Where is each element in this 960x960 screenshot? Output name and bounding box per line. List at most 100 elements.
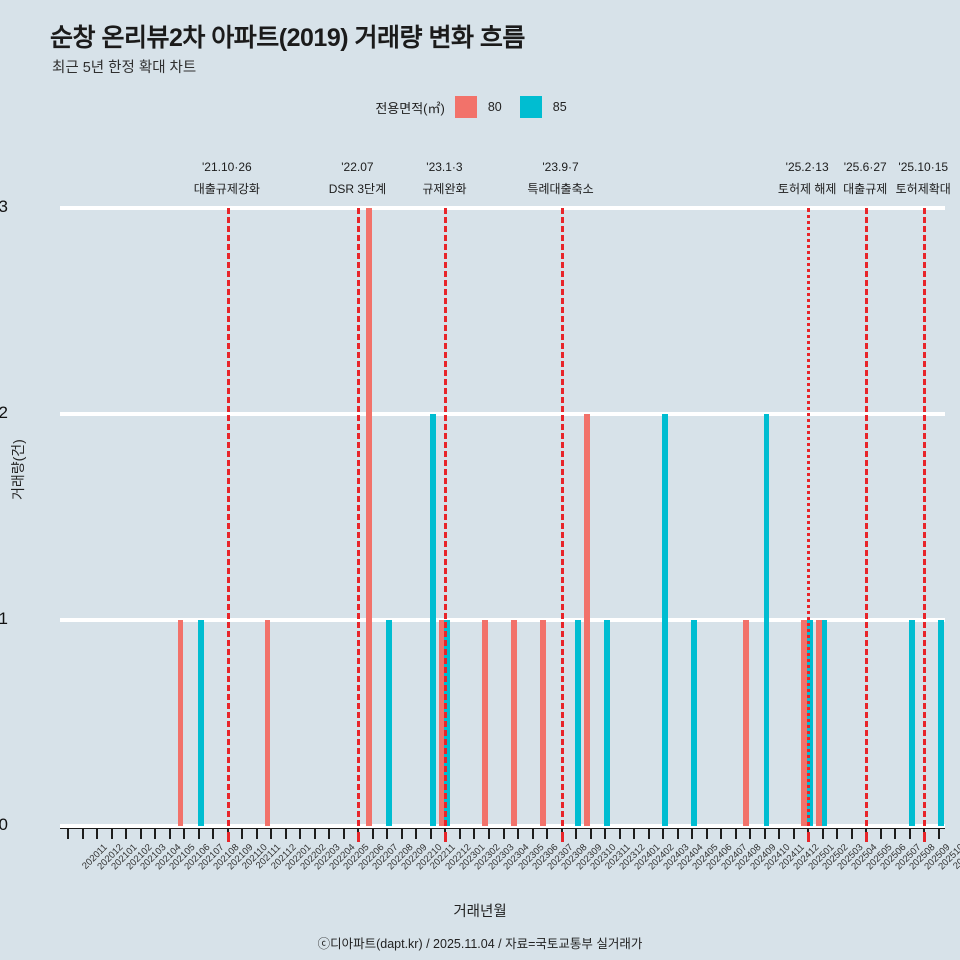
legend-item-80[interactable]: 80 xyxy=(454,96,502,118)
event-line-202510 xyxy=(923,208,927,826)
x-tick-202211 xyxy=(415,829,418,839)
x-tick-202103 xyxy=(125,829,128,839)
legend-title: 전용면적(㎡) xyxy=(375,100,445,116)
x-tick-202112 xyxy=(255,829,258,839)
bar-80-202208[interactable] xyxy=(366,208,372,826)
y-tick-label-3: 3 xyxy=(0,197,8,216)
x-tick-202302 xyxy=(458,829,461,839)
x-tick-202511 xyxy=(937,829,940,839)
x-tick-202201 xyxy=(270,829,273,839)
bar-80-202503[interactable] xyxy=(815,620,822,826)
y-tick-label-1: 1 xyxy=(0,609,8,628)
gridline-0 xyxy=(60,824,945,828)
x-tick-202501 xyxy=(792,829,795,839)
legend-label-80: 80 xyxy=(487,100,502,114)
bar-80-202301[interactable] xyxy=(438,620,445,826)
x-tick-202306 xyxy=(517,829,519,839)
event-text-202510: 토허제확대 xyxy=(895,182,951,196)
event-tick-202301 xyxy=(444,832,448,842)
bar-80-202502[interactable] xyxy=(801,620,808,826)
bar-85-202312[interactable] xyxy=(604,620,610,826)
bar-85-202404[interactable] xyxy=(662,414,668,826)
x-tick-202208 xyxy=(371,829,374,839)
x-tick-202308 xyxy=(546,829,549,839)
event-date-202502: '25.2·13 xyxy=(785,160,829,174)
footer-credit: ⓒ디아파트(dapt.kr) / 2025.11.04 / 자료=국토교통부 실… xyxy=(317,937,643,951)
x-axis-title: 거래년월 xyxy=(453,904,507,920)
event-date-202309: '23.9·7 xyxy=(542,160,579,174)
gridline-2 xyxy=(60,412,945,416)
event-label-202301: '23.1·3 규제완화 xyxy=(422,160,466,197)
x-tick-202404 xyxy=(662,829,665,839)
event-date-202506: '25.6·27 xyxy=(843,160,887,174)
legend-swatch-85 xyxy=(519,96,542,118)
bar-85-202509[interactable] xyxy=(908,620,915,826)
x-tick-202209 xyxy=(386,829,389,839)
event-date-202510: '25.10·15 xyxy=(898,160,949,174)
x-tick-202305 xyxy=(502,829,505,839)
x-tick-202109 xyxy=(212,829,215,839)
bar-80-202304[interactable] xyxy=(482,620,488,826)
event-tick-202110 xyxy=(226,832,230,842)
x-tick-202011 xyxy=(67,829,70,839)
x-tick-202104 xyxy=(139,829,142,839)
event-label-202506: '25.6·27 대출규제 xyxy=(843,160,887,197)
x-tick-202405 xyxy=(676,829,679,839)
x-tick-202108 xyxy=(197,829,200,839)
x-tick-202304 xyxy=(487,829,490,839)
x-tick-202504 xyxy=(836,829,839,839)
event-text-202309: 특례대출축소 xyxy=(527,182,594,196)
event-text-202207: DSR 3단계 xyxy=(328,182,387,196)
x-tick-202403 xyxy=(647,829,650,839)
bar-80-202107[interactable] xyxy=(177,620,184,826)
x-tick-202412 xyxy=(778,829,781,839)
x-tick-202407 xyxy=(705,829,708,839)
x-tick-202102 xyxy=(110,829,113,839)
x-tick-202303 xyxy=(473,829,476,839)
event-line-202502 xyxy=(807,208,811,826)
bar-80-202201[interactable] xyxy=(264,620,271,826)
bar-85-202411[interactable] xyxy=(763,414,770,826)
bar-80-202306[interactable] xyxy=(511,620,517,826)
bar-80-202308[interactable] xyxy=(540,620,547,826)
event-label-202502: '25.2·13 토허제 해제 xyxy=(778,160,837,197)
chart-legend: 전용면적(㎡) 80 85 xyxy=(0,96,960,118)
event-line-202301 xyxy=(444,208,448,826)
bar-85-202511[interactable] xyxy=(937,620,944,826)
event-tick-202207 xyxy=(357,832,361,842)
bar-85-202209[interactable] xyxy=(386,620,393,826)
x-tick-202205 xyxy=(328,829,331,839)
x-tick-202402 xyxy=(633,829,636,839)
bar-85-202503[interactable] xyxy=(821,620,828,826)
legend-swatch-80 xyxy=(454,96,477,118)
x-tick-202503 xyxy=(821,829,824,839)
x-tick-202505 xyxy=(850,829,853,839)
x-tick-202107 xyxy=(183,829,186,839)
y-tick-label-0: 0 xyxy=(0,815,8,834)
bar-85-202310[interactable] xyxy=(575,620,581,826)
bar-80-202410[interactable] xyxy=(743,620,750,826)
bar-85-202108[interactable] xyxy=(197,620,204,826)
x-tick-202509 xyxy=(908,829,911,839)
event-text-202110: 대출규제강화 xyxy=(193,182,260,196)
x-tick-202105 xyxy=(154,829,157,839)
legend-item-85[interactable]: 85 xyxy=(519,96,567,118)
x-tick-202408 xyxy=(720,829,723,839)
x-tick-202406 xyxy=(691,829,694,839)
x-tick-202206 xyxy=(342,829,345,839)
x-tick-202508 xyxy=(894,829,897,839)
gridline-1 xyxy=(60,618,945,622)
x-tick-202401 xyxy=(618,829,621,839)
bar-85-202212[interactable] xyxy=(429,414,436,826)
event-label-202207: '22.07 DSR 3단계 xyxy=(329,160,386,197)
bar-80-202311[interactable] xyxy=(583,414,590,826)
x-tick-202111 xyxy=(241,829,244,839)
event-label-202309: '23.9·7 특례대출축소 xyxy=(527,160,593,197)
plot-area: 202011 202012 202101 202102 202103 202104 2021… xyxy=(60,206,960,872)
x-tick-202012 xyxy=(81,829,84,839)
bar-85-202406[interactable] xyxy=(691,620,697,826)
event-date-202207: '22.07 xyxy=(341,160,374,174)
event-line-202309 xyxy=(560,208,564,826)
x-tick-202210 xyxy=(400,829,403,839)
